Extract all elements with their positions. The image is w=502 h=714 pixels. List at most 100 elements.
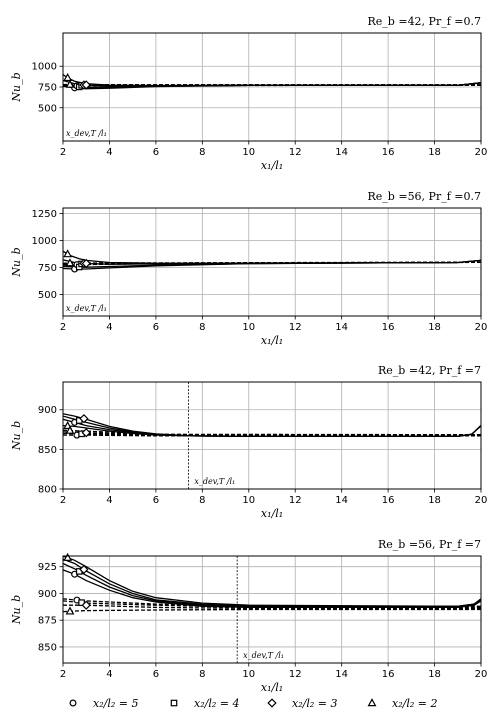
x-axis-label: x₁/l₁ — [261, 159, 283, 172]
x-tick-label: 14 — [335, 495, 348, 506]
x-tick-label: 18 — [428, 495, 441, 506]
x-tick-label: 12 — [289, 147, 302, 158]
series-triangle-marker — [65, 425, 75, 434]
y-tick-label: 850 — [38, 642, 57, 653]
x-tick-label: 10 — [242, 495, 255, 506]
x-tick-label: 16 — [382, 495, 395, 506]
y-tick-label: 850 — [38, 445, 57, 456]
series-triangle-solid — [63, 556, 481, 607]
x-tick-label: 6 — [153, 322, 159, 333]
series-triangle-marker — [63, 552, 73, 561]
x-tick-label: 8 — [199, 495, 205, 506]
series-triangle-solid — [63, 250, 481, 264]
series-triangle-dashed — [63, 429, 481, 436]
legend-label: x₂/l₂ = 2 — [392, 697, 437, 710]
x-tick-label: 20 — [475, 669, 488, 680]
x-tick-label: 6 — [153, 669, 159, 680]
x-tick-label: 10 — [242, 322, 255, 333]
legend-triangle-icon — [367, 698, 377, 707]
x-tick-label: 6 — [153, 495, 159, 506]
x-tick-label: 20 — [475, 147, 488, 158]
series-triangle-marker — [63, 73, 73, 82]
series-triangle-solid — [63, 73, 481, 87]
x-tick-label: 18 — [428, 669, 441, 680]
legend-label: x₂/l₂ = 4 — [194, 697, 239, 710]
x-dev-label: x_dev,T /l₁ — [66, 129, 107, 138]
axes-frame — [62, 207, 482, 317]
legend: x₂/l₂ = 5 x₂/l₂ = 4 x₂/l₂ = 3 x₂/l₂ = 2 — [69, 697, 437, 710]
legend-label: x₂/l₂ = 3 — [292, 697, 337, 710]
x-tick-label: 14 — [335, 322, 348, 333]
chart-panel-3: 2 4 6 8 10 12 14 16 18 20 800 850 900 x_dev,T /l₁ x₁/l… — [10, 364, 487, 520]
x-tick-label: 12 — [289, 669, 302, 680]
x-axis-label: x₁/l₁ — [261, 507, 283, 520]
legend-square-icon — [170, 699, 178, 707]
x-tick-label: 6 — [153, 147, 159, 158]
x-tick-label: 2 — [60, 147, 66, 158]
x-tick-label: 18 — [428, 147, 441, 158]
y-tick-label: 875 — [38, 616, 57, 627]
x-tick-label: 18 — [428, 322, 441, 333]
y-tick-label: 800 — [38, 485, 57, 496]
y-tick-label: 500 — [38, 290, 57, 301]
y-tick-label: 900 — [38, 589, 57, 600]
series-triangle-marker — [65, 258, 75, 267]
x-tick-label: 2 — [60, 495, 66, 506]
y-axis-label: Nu_b — [10, 72, 23, 102]
series-diamond-marker — [79, 564, 89, 575]
x-tick-label: 16 — [382, 669, 395, 680]
curves — [63, 556, 481, 613]
series-diamond-marker — [81, 80, 91, 90]
x-tick-label: 16 — [382, 147, 395, 158]
series-triangle-dashed — [63, 608, 481, 613]
axes-frame — [62, 555, 482, 664]
legend-item-3: x₂/l₂ = 3 — [267, 697, 337, 710]
x-dev-label: x_dev,T /l₁ — [66, 304, 107, 313]
series-diamond-dashed — [63, 604, 481, 610]
chart-title: Re_b =56, Pr_f =7 — [378, 538, 481, 551]
x-tick-label: 2 — [60, 669, 66, 680]
y-axis-label: Nu_b — [10, 595, 23, 625]
x-tick-label: 8 — [199, 669, 205, 680]
x-tick-label: 2 — [60, 322, 66, 333]
x-tick-label: 4 — [106, 495, 112, 506]
x-tick-label: 12 — [289, 322, 302, 333]
y-tick-label: 1000 — [32, 62, 57, 73]
legend-item-4: x₂/l₂ = 2 — [367, 697, 437, 710]
x-tick-label: 14 — [335, 669, 348, 680]
y-tick-label: 750 — [38, 83, 57, 94]
curves — [63, 73, 481, 90]
axes-frame — [62, 32, 482, 142]
axes-frame — [62, 381, 482, 490]
chart-panel-4: 2 4 6 8 10 12 14 16 18 20 850 875 900 925 x_dev,T /l₁ x… — [10, 538, 487, 694]
x-tick-label: 12 — [289, 495, 302, 506]
x-tick-label: 4 — [106, 669, 112, 680]
x-tick-label: 8 — [199, 322, 205, 333]
x-tick-label: 20 — [475, 322, 488, 333]
x-axis-label: x₁/l₁ — [261, 334, 283, 347]
series-diamond-marker — [79, 413, 89, 424]
series-diamond-marker — [81, 428, 91, 438]
series-diamond-solid — [63, 558, 481, 607]
x-dev-label: x_dev,T /l₁ — [194, 477, 235, 486]
x-tick-label: 16 — [382, 322, 395, 333]
series-triangle-marker — [65, 79, 75, 88]
series-diamond-marker — [81, 258, 91, 269]
legend-circle-icon — [69, 699, 77, 707]
y-tick-label: 900 — [38, 405, 57, 416]
series-triangle-marker — [65, 606, 75, 615]
series-triangle-marker — [63, 249, 73, 258]
chart-title: Re_b =42, Pr_f =0.7 — [368, 15, 481, 28]
x-tick-label: 4 — [106, 322, 112, 333]
x-dev-label: x_dev,T /l₁ — [243, 651, 284, 660]
x-axis-label: x₁/l₁ — [261, 681, 283, 694]
series-square-solid — [63, 562, 481, 608]
curves — [63, 250, 481, 270]
chart-title: Re_b =56, Pr_f =0.7 — [368, 190, 481, 203]
y-tick-label: 1000 — [32, 236, 57, 247]
y-tick-label: 500 — [38, 103, 57, 114]
curves — [63, 413, 481, 437]
chart-panel-1: 2 4 6 8 10 12 14 16 18 20 500 750 1000 x_dev,T /l₁ x₁/… — [10, 15, 487, 172]
series-triangle-solid — [63, 424, 481, 437]
